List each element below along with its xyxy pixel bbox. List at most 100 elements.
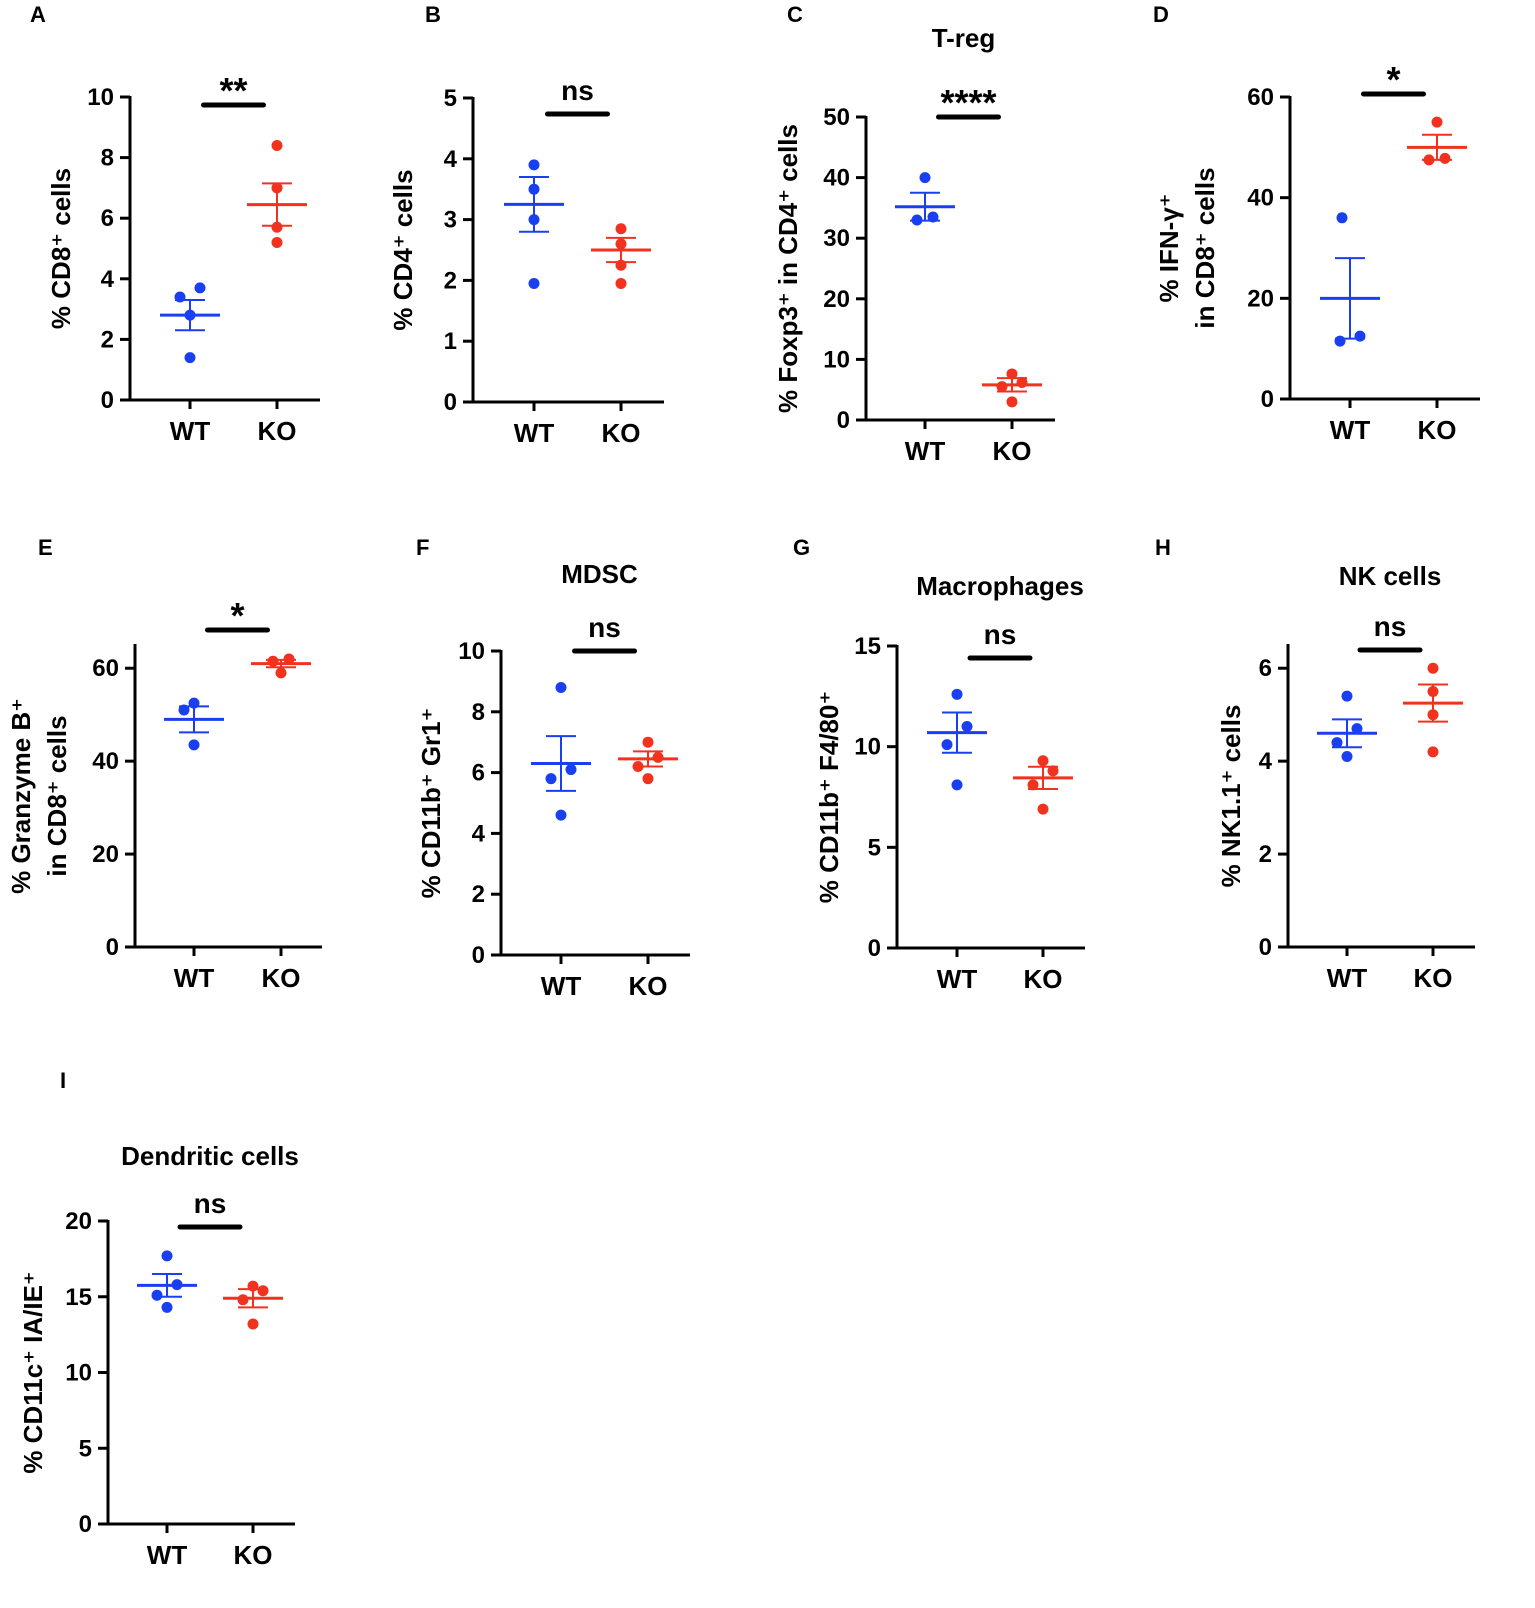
panel-c: C T-reg 0 10 20 30 40 50 WT KO % Foxp3⁺ in CD4⁺ ce…	[773, 2, 1055, 466]
y-tick-label: 4	[444, 146, 458, 173]
panel-letter: B	[425, 2, 441, 27]
y-tick-label: 6	[1259, 655, 1272, 682]
panel-letter: A	[30, 2, 46, 27]
data-point-ko	[632, 761, 644, 773]
y-axis-label: % Granzyme B⁺	[6, 698, 36, 894]
panel-d: D 0 20 40 60 WT KO % IFN-γ⁺ in CD8⁺ cells *	[1153, 2, 1480, 445]
y-tick-label: 0	[79, 1511, 92, 1538]
data-point-wt	[1336, 212, 1348, 224]
y-axis-label: % CD8⁺ cells	[46, 168, 76, 329]
significance-label: ns	[984, 619, 1017, 650]
x-category-label: KO	[258, 416, 297, 446]
significance-label: ****	[940, 82, 996, 123]
data-point-wt	[161, 1301, 173, 1313]
x-category-label: KO	[234, 1540, 273, 1570]
data-point-ko	[1439, 152, 1451, 164]
y-axis-label: % CD11b⁺ F4/80⁺	[814, 691, 844, 903]
y-tick-label: 2	[101, 326, 114, 353]
panel-b: B 0 1 2 3 4 5 WT KO % CD4⁺ cells ns	[388, 2, 664, 448]
y-tick-label: 5	[868, 834, 881, 861]
y-tick-label: 20	[92, 841, 119, 868]
data-point-wt	[178, 704, 190, 716]
data-point-ko	[615, 277, 627, 289]
y-axis-label: in CD8⁺ cells	[1190, 167, 1220, 328]
y-tick-label: 20	[1247, 285, 1274, 312]
data-point-ko	[247, 1318, 259, 1330]
chart-title: MDSC	[561, 559, 638, 589]
x-category-label: KO	[602, 418, 641, 448]
chart-title: NK cells	[1339, 561, 1442, 591]
chart-title: Dendritic cells	[121, 1141, 299, 1171]
data-point-ko	[996, 381, 1008, 393]
panel-g: G Macrophages 0 5 10 15 WT KO % CD11b⁺ F4/80⁺ ns	[793, 535, 1085, 994]
y-tick-label: 1	[444, 328, 457, 355]
data-point-ko	[1427, 685, 1439, 697]
y-tick-label: 4	[101, 266, 115, 293]
y-tick-label: 3	[444, 207, 457, 234]
y-axis-label: in CD8⁺ cells	[42, 715, 72, 876]
data-point-ko	[652, 751, 664, 763]
x-category-label: KO	[993, 436, 1032, 466]
data-point-ko	[1427, 746, 1439, 758]
data-point-ko	[1037, 803, 1049, 815]
x-category-label: KO	[1418, 415, 1457, 445]
data-point-ko	[271, 139, 283, 151]
panel-f: F MDSC 0 2 4 6 8 10 WT KO % CD11b⁺ Gr1⁺ ns	[416, 535, 690, 1001]
y-tick-label: 0	[472, 942, 485, 969]
y-tick-label: 30	[823, 225, 850, 252]
y-axis-label: % IFN-γ⁺	[1154, 193, 1184, 302]
data-point-ko	[615, 223, 627, 235]
data-point-ko	[267, 655, 279, 667]
chart-title: T-reg	[932, 23, 996, 53]
x-category-label: WT	[905, 436, 946, 466]
y-tick-label: 40	[92, 748, 119, 775]
data-point-ko	[275, 667, 287, 679]
significance-label: *	[1386, 59, 1400, 100]
data-point-ko	[1427, 662, 1439, 674]
x-category-label: WT	[174, 963, 215, 993]
data-point-ko	[615, 259, 627, 271]
significance-label: *	[230, 595, 244, 636]
y-tick-label: 0	[1261, 386, 1274, 413]
data-point-wt	[1334, 335, 1346, 347]
y-tick-label: 10	[854, 734, 881, 761]
significance-label: ns	[588, 612, 621, 643]
data-point-wt	[941, 739, 953, 751]
y-tick-label: 4	[472, 820, 486, 847]
y-tick-label: 8	[101, 145, 114, 172]
panel-letter: G	[793, 535, 810, 560]
y-axis-label: % CD11c⁺ IA/IE⁺	[18, 1271, 48, 1473]
data-point-ko	[237, 1294, 249, 1306]
data-point-wt	[1351, 723, 1363, 735]
data-point-wt	[188, 739, 200, 751]
x-category-label: KO	[262, 963, 301, 993]
y-tick-label: 0	[106, 934, 119, 961]
data-point-wt	[161, 1250, 173, 1262]
data-point-ko	[1006, 396, 1018, 408]
data-point-wt	[528, 277, 540, 289]
y-axis-label: % CD11b⁺ Gr1⁺	[416, 708, 446, 899]
data-point-wt	[927, 211, 939, 223]
y-tick-label: 20	[823, 286, 850, 313]
data-point-wt	[528, 159, 540, 171]
x-category-label: WT	[514, 418, 555, 448]
data-point-ko	[1016, 376, 1028, 388]
data-point-ko	[1427, 709, 1439, 721]
y-tick-label: 0	[837, 407, 850, 434]
data-point-wt	[188, 697, 200, 709]
data-point-wt	[184, 309, 196, 321]
data-point-ko	[271, 236, 283, 248]
significance-label: ns	[561, 75, 594, 106]
data-point-wt	[1341, 690, 1353, 702]
data-point-wt	[911, 214, 923, 226]
y-tick-label: 10	[458, 638, 485, 665]
data-point-wt	[555, 809, 567, 821]
panel-letter: C	[787, 2, 803, 27]
data-point-wt	[174, 291, 186, 303]
data-point-ko	[1431, 116, 1443, 128]
x-category-label: KO	[1024, 964, 1063, 994]
panel-letter: E	[38, 535, 53, 560]
data-point-ko	[1027, 779, 1039, 791]
y-tick-label: 0	[444, 389, 457, 416]
